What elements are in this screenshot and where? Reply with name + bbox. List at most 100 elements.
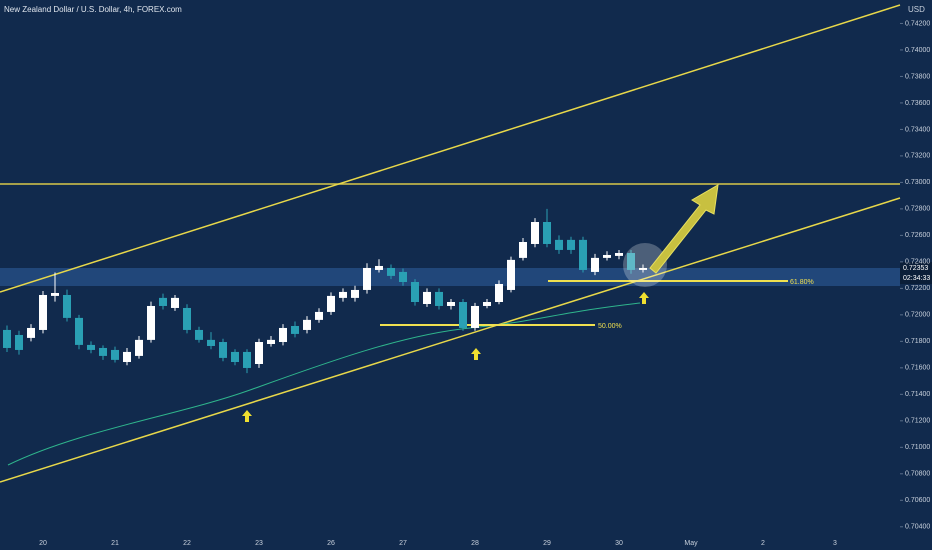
candle-body	[639, 267, 647, 270]
candle-body	[591, 257, 599, 272]
candle-body	[291, 325, 299, 334]
y-tick-label: 0.71600	[905, 365, 930, 372]
x-tick-label: 3	[833, 540, 837, 547]
candle-body	[123, 351, 131, 363]
y-tick-label: 0.71000	[905, 444, 930, 451]
fib-label: 50.00%	[598, 323, 622, 330]
candle-body	[495, 283, 503, 303]
y-tick-label: 0.73000	[905, 179, 930, 186]
candle-body	[75, 317, 83, 345]
candle-body	[615, 252, 623, 256]
y-tick-label: 0.70600	[905, 497, 930, 504]
highlight	[623, 243, 667, 287]
moving-average	[7, 302, 641, 466]
candle-body	[159, 297, 167, 306]
y-tick-label: 0.72200	[905, 285, 930, 292]
y-tick-label: 0.72800	[905, 206, 930, 213]
candle-body	[15, 334, 23, 350]
candle-body	[315, 311, 323, 320]
candle-body	[603, 254, 611, 258]
y-tick-label: 0.74200	[905, 20, 930, 27]
candle-body	[195, 329, 203, 340]
candle-body	[543, 222, 551, 244]
x-tick-label: 22	[183, 540, 191, 547]
candle-body	[87, 344, 95, 350]
axis-unit: USD	[908, 5, 925, 14]
arrow	[649, 184, 719, 274]
candle-body	[351, 289, 359, 298]
zone	[0, 268, 900, 286]
y-tick-label: 0.71800	[905, 338, 930, 345]
x-tick-label: May	[684, 540, 698, 547]
candle-body	[231, 351, 239, 363]
candles	[3, 208, 647, 374]
y-tick-label: 0.73200	[905, 153, 930, 160]
y-tick-label: 0.73600	[905, 100, 930, 107]
candle-body	[63, 294, 71, 318]
candle-body	[39, 294, 47, 330]
candle-body	[531, 222, 539, 244]
x-tick-label: 21	[111, 540, 119, 547]
candle-body	[579, 239, 587, 270]
up-arrow	[639, 292, 649, 304]
candle-body	[3, 329, 11, 348]
y-tick-label: 0.73400	[905, 126, 930, 133]
candle-body	[219, 342, 227, 358]
candle-body	[459, 302, 467, 328]
candle-body	[423, 291, 431, 304]
fib-label: 61.80%	[790, 279, 814, 286]
channel-lower	[0, 197, 901, 483]
candle-body	[447, 302, 455, 306]
last-price: 0.72353	[903, 265, 928, 272]
candle-body	[171, 297, 179, 308]
countdown: 02:34:33	[903, 275, 930, 282]
candle-body	[135, 339, 143, 356]
x-tick-label: 27	[399, 540, 407, 547]
candle-body	[111, 349, 119, 360]
candle-body	[339, 291, 347, 298]
y-tick-label: 0.72000	[905, 312, 930, 319]
candle-body	[483, 302, 491, 306]
x-tick-label: 23	[255, 540, 263, 547]
x-tick-label: 30	[615, 540, 623, 547]
y-tick-label: 0.70800	[905, 471, 930, 478]
candle-body	[375, 265, 383, 270]
candle-body	[471, 305, 479, 328]
up-arrow	[242, 410, 252, 422]
candle-body	[279, 327, 287, 343]
candle-body	[399, 271, 407, 283]
candle-body	[207, 339, 215, 346]
x-tick-label: 28	[471, 540, 479, 547]
candle-body	[99, 347, 107, 356]
up-arrow	[471, 348, 481, 360]
y-tick-label: 0.71200	[905, 418, 930, 425]
x-tick-label: 20	[39, 540, 47, 547]
x-tick-label: 29	[543, 540, 551, 547]
candle-body	[327, 295, 335, 312]
candle-body	[27, 327, 35, 338]
x-tick-label: 26	[327, 540, 335, 547]
candle-body	[519, 242, 527, 258]
y-tick-label: 0.72400	[905, 259, 930, 266]
y-tick-label: 0.70400	[905, 524, 930, 531]
y-tick-label: 0.73800	[905, 73, 930, 80]
candle-body	[507, 259, 515, 290]
candle-body	[411, 282, 419, 303]
candle-body	[183, 307, 191, 330]
candle-body	[303, 319, 311, 330]
candle-body	[147, 305, 155, 340]
candle-body	[363, 267, 371, 290]
candle-body	[555, 239, 563, 250]
candle-body	[435, 291, 443, 306]
channel-upper	[0, 4, 901, 293]
candle-body	[51, 292, 59, 296]
candle-body	[387, 267, 395, 276]
price-label-box	[900, 262, 932, 284]
y-tick-label: 0.72600	[905, 232, 930, 239]
y-tick-label: 0.74000	[905, 47, 930, 54]
chart-title: New Zealand Dollar / U.S. Dollar, 4h, FO…	[4, 5, 182, 14]
y-tick-label: 0.71400	[905, 391, 930, 398]
candle-body	[627, 252, 635, 270]
candle-body	[567, 239, 575, 250]
